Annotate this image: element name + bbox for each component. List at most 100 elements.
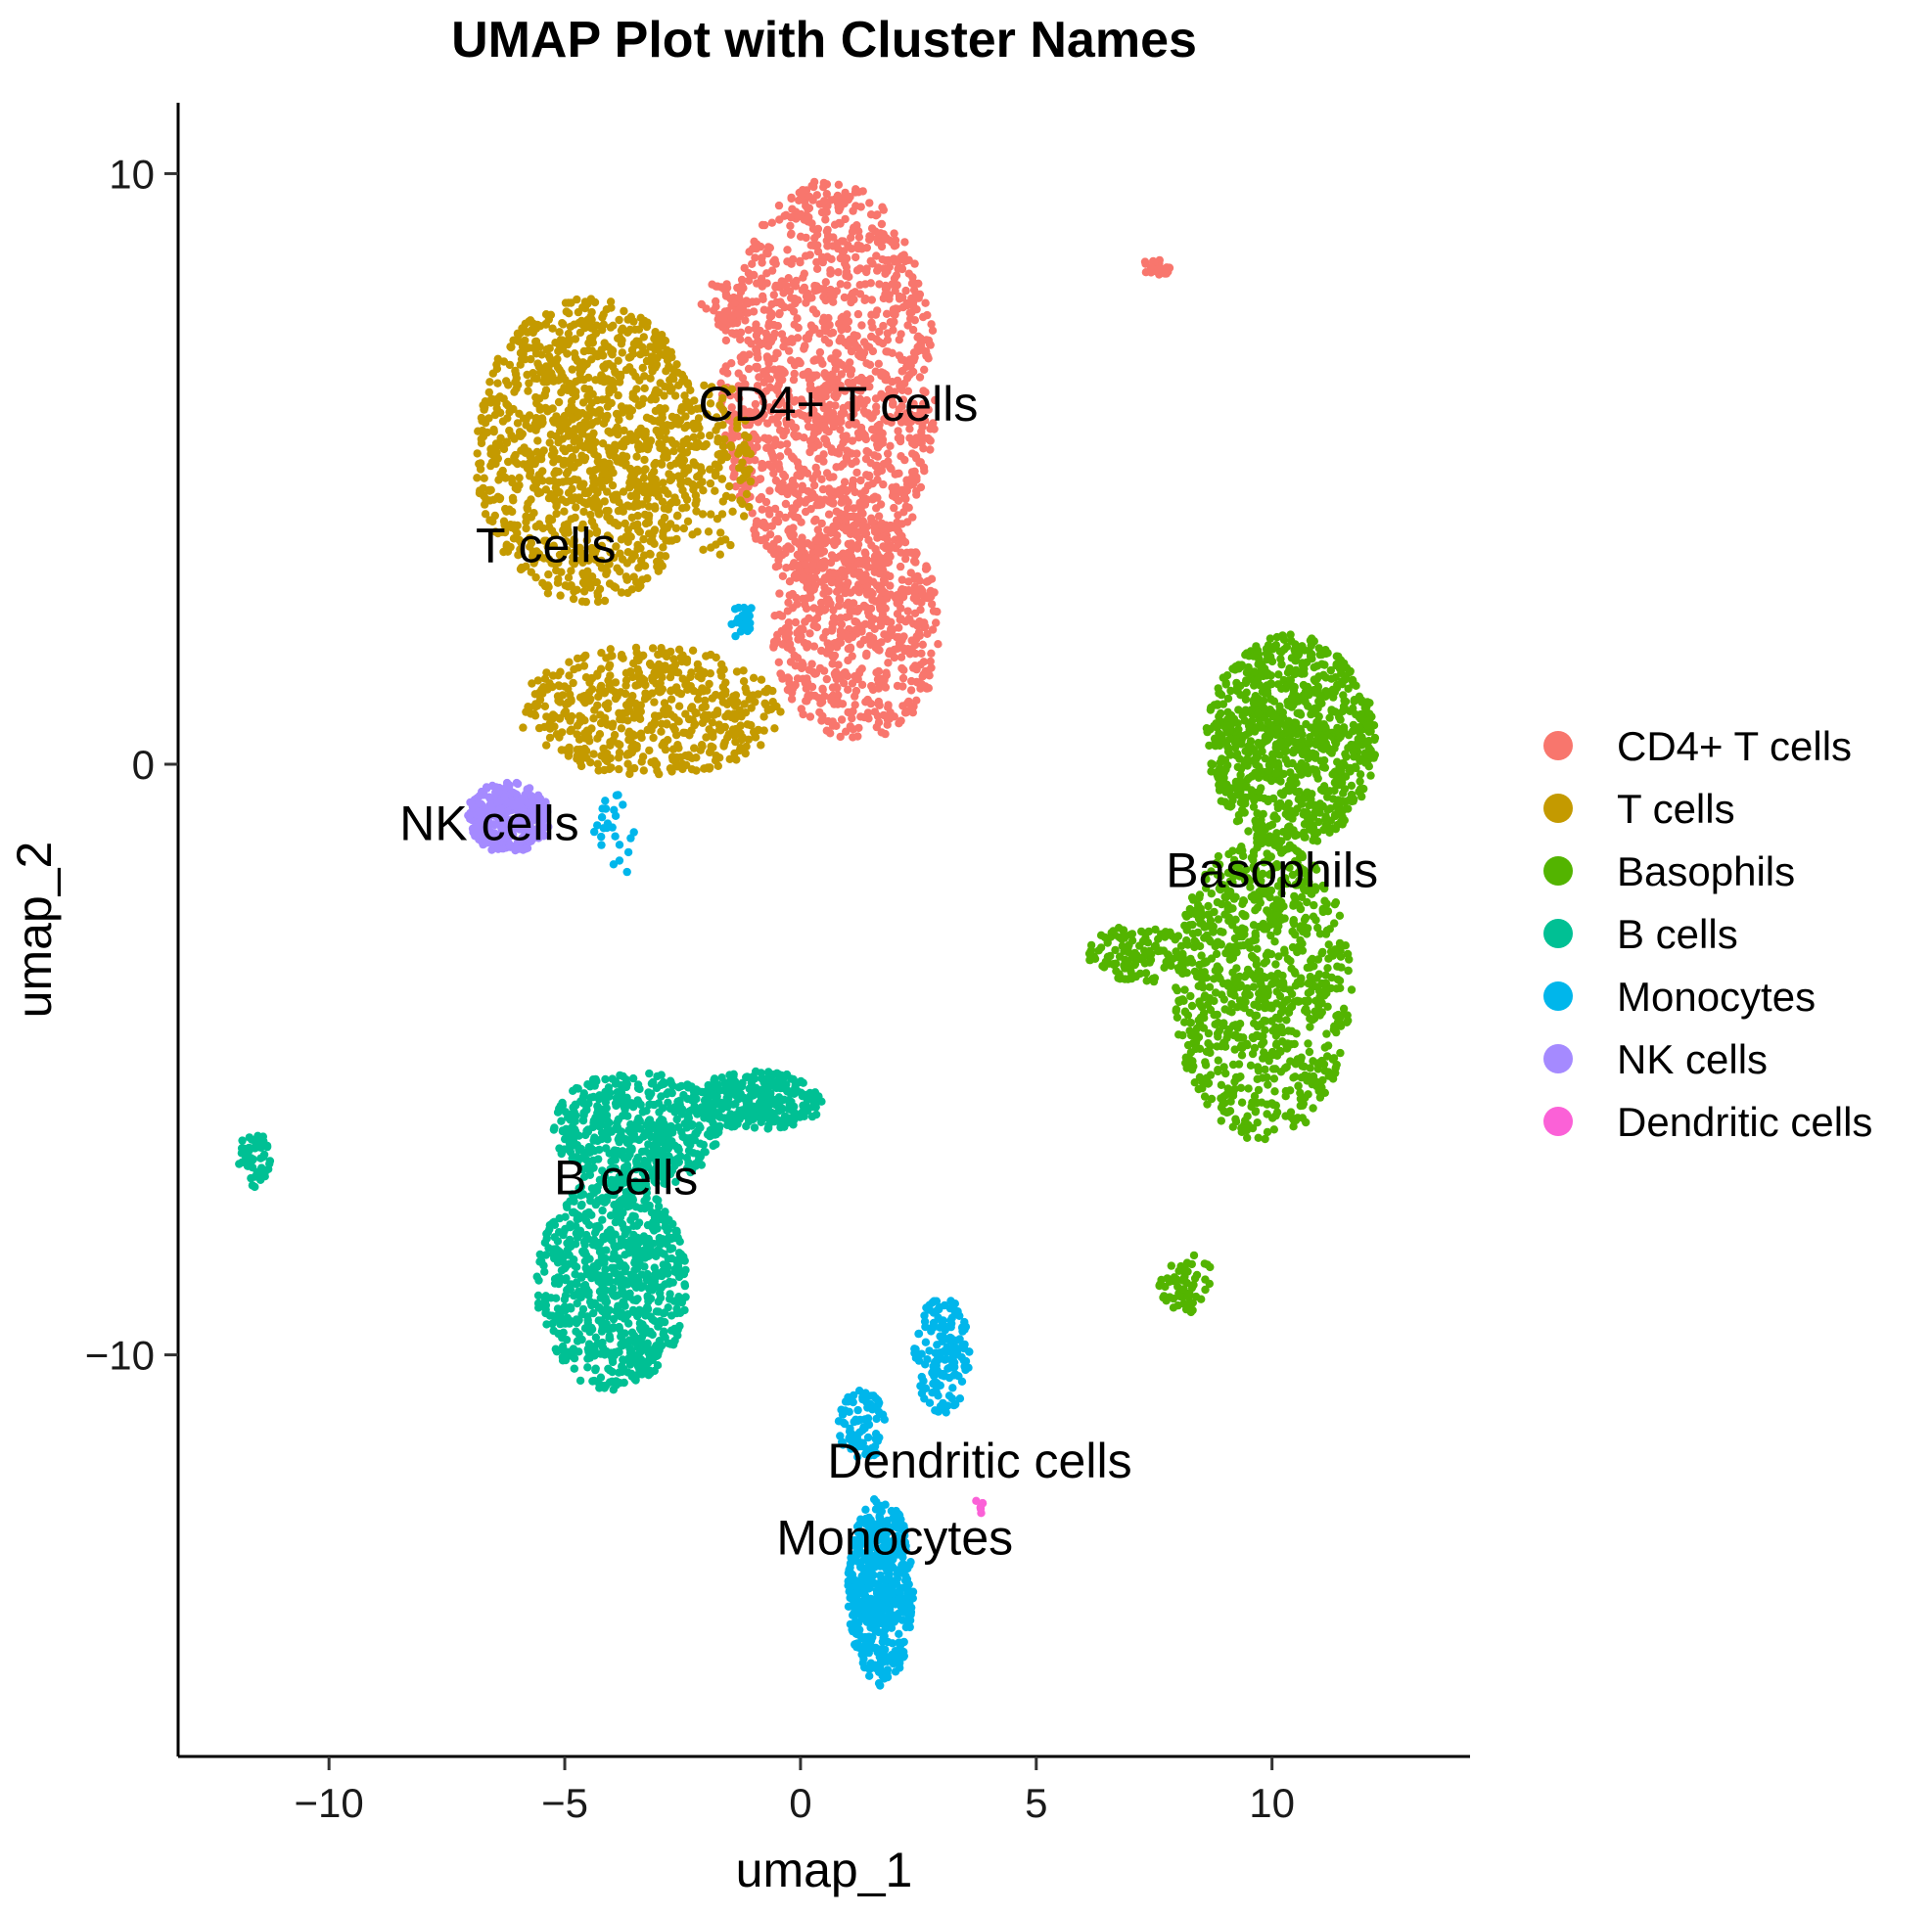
data-point (1219, 721, 1229, 731)
data-point (898, 673, 908, 683)
data-point (632, 704, 641, 712)
data-point (595, 730, 605, 739)
data-point (917, 649, 926, 658)
data-point (873, 468, 882, 478)
data-point (579, 507, 588, 517)
data-point (867, 296, 876, 304)
data-point (564, 406, 574, 415)
data-point (552, 502, 561, 511)
data-point (614, 334, 622, 342)
data-point (753, 442, 761, 451)
data-point (848, 482, 857, 492)
data-point (821, 435, 831, 444)
data-point (831, 365, 840, 374)
data-point (830, 700, 839, 708)
data-point (900, 455, 909, 465)
data-point (873, 210, 882, 219)
data-point (852, 376, 862, 385)
data-point (810, 234, 819, 243)
data-point (1246, 756, 1255, 765)
data-point (713, 761, 722, 770)
data-point (1273, 725, 1282, 734)
data-point (1294, 708, 1304, 717)
data-point (830, 391, 839, 400)
data-point (1344, 684, 1353, 693)
data-point (667, 498, 676, 507)
data-point (738, 374, 748, 383)
data-point (821, 296, 830, 305)
data-point (791, 504, 800, 514)
data-point (598, 439, 608, 448)
data-point (880, 577, 890, 587)
data-point (870, 707, 880, 716)
data-point (530, 459, 539, 469)
data-point (785, 678, 794, 688)
data-point (763, 365, 772, 374)
data-point (759, 518, 768, 527)
data-point (652, 386, 661, 394)
data-point (736, 721, 745, 730)
data-point (840, 199, 849, 208)
data-point (836, 280, 845, 289)
data-point (912, 664, 921, 674)
data-point (667, 385, 676, 393)
data-point (673, 511, 682, 520)
data-point (1355, 692, 1364, 701)
data-point (812, 191, 821, 200)
data-point (796, 258, 805, 267)
data-point (846, 358, 854, 367)
data-point (1288, 758, 1297, 768)
data-point (550, 469, 559, 478)
data-point (580, 297, 590, 306)
data-point (710, 306, 718, 315)
data-point (760, 220, 769, 230)
data-point (912, 696, 921, 705)
data-point (780, 472, 790, 481)
data-point (797, 705, 805, 713)
data-point (1316, 756, 1325, 765)
data-point (702, 304, 711, 313)
data-point (711, 486, 719, 495)
data-point (765, 486, 774, 495)
data-point (844, 578, 852, 587)
data-point (1309, 749, 1317, 757)
data-point (872, 527, 881, 537)
data-point (1204, 901, 1213, 911)
data-point (797, 411, 806, 420)
data-point (819, 666, 829, 675)
data-point (504, 381, 513, 389)
data-point (721, 292, 731, 300)
data-point (769, 637, 779, 647)
data-point (825, 569, 835, 577)
data-point (840, 524, 849, 532)
data-point (802, 298, 810, 307)
data-point (746, 449, 756, 458)
data-point (1317, 650, 1327, 660)
data-point (852, 544, 862, 553)
data-point (862, 244, 871, 252)
data-point (931, 395, 940, 405)
data-point (904, 255, 913, 264)
data-point (829, 653, 838, 662)
data-point (828, 418, 837, 427)
data-point (764, 321, 773, 331)
data-point (885, 617, 894, 626)
data-point (640, 510, 650, 520)
data-point (834, 180, 844, 189)
data-point (1244, 827, 1253, 836)
data-point (884, 659, 893, 667)
data-point (541, 310, 551, 319)
data-point (837, 619, 847, 629)
data-point (1269, 794, 1278, 803)
data-point (1296, 729, 1305, 738)
data-point (670, 419, 679, 428)
data-point (734, 293, 744, 302)
data-point (907, 368, 917, 377)
data-point (728, 507, 737, 516)
data-point (1252, 817, 1262, 827)
data-point (787, 229, 796, 238)
data-point (810, 616, 819, 625)
data-point (879, 205, 888, 214)
data-point (820, 557, 829, 566)
data-point (573, 654, 582, 663)
